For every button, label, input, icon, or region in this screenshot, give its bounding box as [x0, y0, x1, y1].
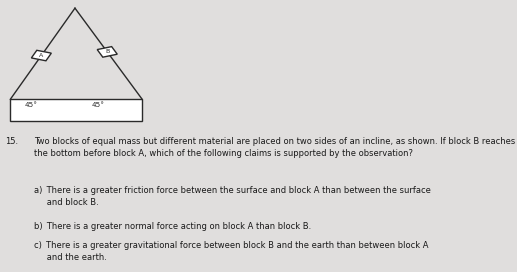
Text: 45°: 45° [92, 102, 104, 108]
Text: a) There is a greater friction force between the surface and block A than betwee: a) There is a greater friction force bet… [34, 186, 431, 207]
Text: A: A [39, 53, 43, 58]
Text: c) There is a greater gravitational force between block B and the earth than bet: c) There is a greater gravitational forc… [34, 241, 428, 261]
Text: Two blocks of equal mass but different material are placed on two sides of an in: Two blocks of equal mass but different m… [34, 137, 515, 158]
Polygon shape [32, 50, 51, 61]
Text: 15.: 15. [5, 137, 18, 146]
Text: 45°: 45° [25, 102, 38, 108]
Text: B: B [105, 50, 110, 54]
Text: b) There is a greater normal force acting on block A than block B.: b) There is a greater normal force actin… [34, 222, 311, 231]
Polygon shape [97, 47, 117, 57]
Bar [10, 99, 142, 121]
